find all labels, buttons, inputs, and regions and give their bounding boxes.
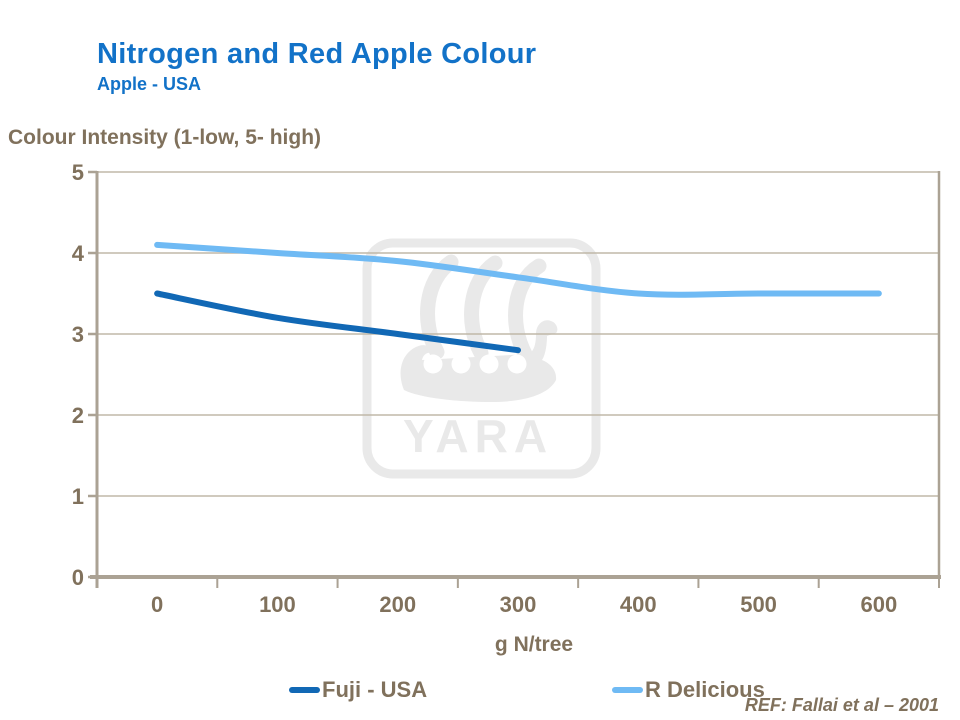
viking-sail-icon <box>508 258 547 362</box>
y-tick-label: 5 <box>72 160 84 185</box>
viking-ship-hull-icon <box>400 320 558 402</box>
chart-subtitle: Apple - USA <box>97 74 202 94</box>
x-tick-label: 400 <box>620 592 657 617</box>
x-tick-label: 200 <box>379 592 416 617</box>
x-tick-label: 500 <box>740 592 777 617</box>
legend-label-r-delicious: R Delicious <box>645 677 765 702</box>
y-tick-label: 4 <box>72 241 85 266</box>
shield-icon <box>479 354 499 374</box>
x-tick-label: 300 <box>500 592 537 617</box>
chart-title: Nitrogen and Red Apple Colour <box>97 38 537 70</box>
y-tick-label: 2 <box>72 403 84 428</box>
x-tick-label: 0 <box>151 592 163 617</box>
y-tick-label: 3 <box>72 322 84 347</box>
y-tick-label: 0 <box>72 565 84 590</box>
reference-citation: REF: Fallai et al – 2001 <box>744 695 939 715</box>
shield-icon <box>507 354 527 374</box>
x-tick-label: 600 <box>860 592 897 617</box>
r-delicious-line-swatch <box>612 687 643 693</box>
x-tick-label: 100 <box>259 592 296 617</box>
legend-item-r-delicious: R Delicious <box>612 677 765 702</box>
watermark-border <box>362 238 601 479</box>
x-axis-title: g N/tree <box>494 633 574 656</box>
series-line-r-delicious <box>154 241 882 298</box>
yara-watermark-logo: YARA <box>362 238 601 479</box>
y-axis-title: Colour Intensity (1-low, 5- high) <box>8 126 322 149</box>
y-tick-label: 1 <box>72 484 84 509</box>
shield-icon <box>451 354 471 374</box>
legend-label-fuji-usa: Fuji - USA <box>322 677 428 702</box>
watermark-wordmark: YARA <box>403 410 553 462</box>
plot-area: 0 1 2 3 4 5 0 100 200 300 400 500 600 <box>72 160 941 617</box>
series-line-fuji-usa <box>154 290 521 354</box>
legend-item-fuji-usa: Fuji - USA <box>289 677 428 702</box>
shield-icon <box>423 354 443 374</box>
fuji-line-swatch <box>289 687 320 693</box>
